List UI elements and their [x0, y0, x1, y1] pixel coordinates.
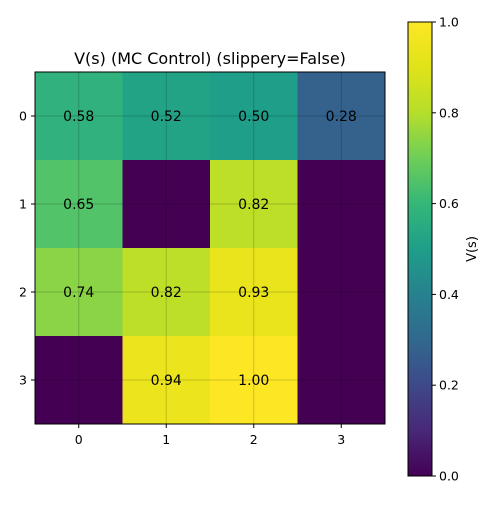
- heatmap-gridlines: [35, 72, 385, 424]
- heatmap-cell-r1-c3: [297, 160, 386, 249]
- heatmap-cell-r3-c2: [210, 336, 298, 425]
- cell-label-r3-c1: 0.94: [151, 373, 182, 389]
- colorbar-tick-label-3: 0.6: [439, 196, 459, 211]
- colorbar-tick-label-4: 0.8: [439, 105, 459, 120]
- heatmap-cells: [35, 72, 386, 425]
- heatmap-cell-r2-c2: [210, 248, 298, 337]
- y-axis: 0 1 2 3: [19, 109, 35, 388]
- y-tick-label-1: 1: [19, 197, 27, 212]
- colorbar: 0.0 0.2 0.4 0.6 0.8 1.0 V(s): [407, 15, 480, 484]
- heatmap-cell-r0-c3: [297, 72, 386, 161]
- x-axis: 0 1 2 3: [75, 424, 345, 447]
- axes-border: [34, 71, 386, 425]
- cell-label-r3-c2: 1.00: [238, 373, 269, 389]
- y-tick-label-2: 2: [19, 285, 27, 300]
- colorbar-ticks: 0.0 0.2 0.4 0.6 0.8 1.0: [432, 15, 459, 484]
- heatmap-cell-r1-c2: [210, 160, 298, 249]
- cell-label-r2-c0: 0.74: [63, 285, 94, 301]
- colorbar-tick-label-0: 0.0: [439, 469, 459, 484]
- cell-label-r0-c1: 0.52: [151, 109, 182, 125]
- heatmap-cell-r1-c1: [122, 160, 211, 249]
- colorbar-tick-label-1: 0.2: [439, 378, 459, 393]
- heatmap-cell-r3-c3: [297, 336, 386, 425]
- x-tick-label-3: 3: [337, 432, 345, 447]
- heatmap-cell-r3-c0: [35, 336, 123, 425]
- cell-value-labels: 0.58 0.52 0.50 0.28 0.65 0.82 0.74 0.82 0.93 0.94…: [63, 109, 357, 389]
- colorbar-label: V(s): [465, 236, 480, 262]
- heatmap-cell-r0-c1: [122, 72, 211, 161]
- heatmap-cell-r2-c1: [122, 248, 211, 337]
- cell-label-r0-c2: 0.50: [238, 109, 269, 125]
- colorbar-gradient: [407, 21, 433, 477]
- cell-label-r1-c2: 0.82: [238, 197, 269, 213]
- x-tick-label-1: 1: [162, 432, 170, 447]
- heatmap-cell-r3-c1: [122, 336, 211, 425]
- y-tick-label-0: 0: [19, 109, 27, 124]
- axes-frame: [34, 71, 386, 425]
- heatmap-cell-r1-c0: [35, 160, 123, 249]
- heatmap-cell-r0-c2: [210, 72, 298, 161]
- y-tick-label-3: 3: [19, 373, 27, 388]
- heatmap-cell-r2-c0: [35, 248, 123, 337]
- colorbar-tick-label-2: 0.4: [439, 287, 459, 302]
- heatmap-cell-r0-c0: [35, 72, 123, 161]
- cell-label-r0-c3: 0.28: [326, 109, 357, 125]
- x-tick-label-2: 2: [250, 432, 258, 447]
- heatmap-cell-r2-c3: [297, 248, 386, 337]
- cell-label-r0-c0: 0.58: [63, 109, 94, 125]
- x-tick-label-0: 0: [75, 432, 83, 447]
- cell-label-r2-c2: 0.93: [238, 285, 269, 301]
- chart-title: V(s) (MC Control) (slippery=False): [74, 49, 346, 68]
- cell-label-r1-c0: 0.65: [63, 197, 94, 213]
- cell-label-r2-c1: 0.82: [151, 285, 182, 301]
- colorbar-tick-label-5: 1.0: [439, 15, 459, 30]
